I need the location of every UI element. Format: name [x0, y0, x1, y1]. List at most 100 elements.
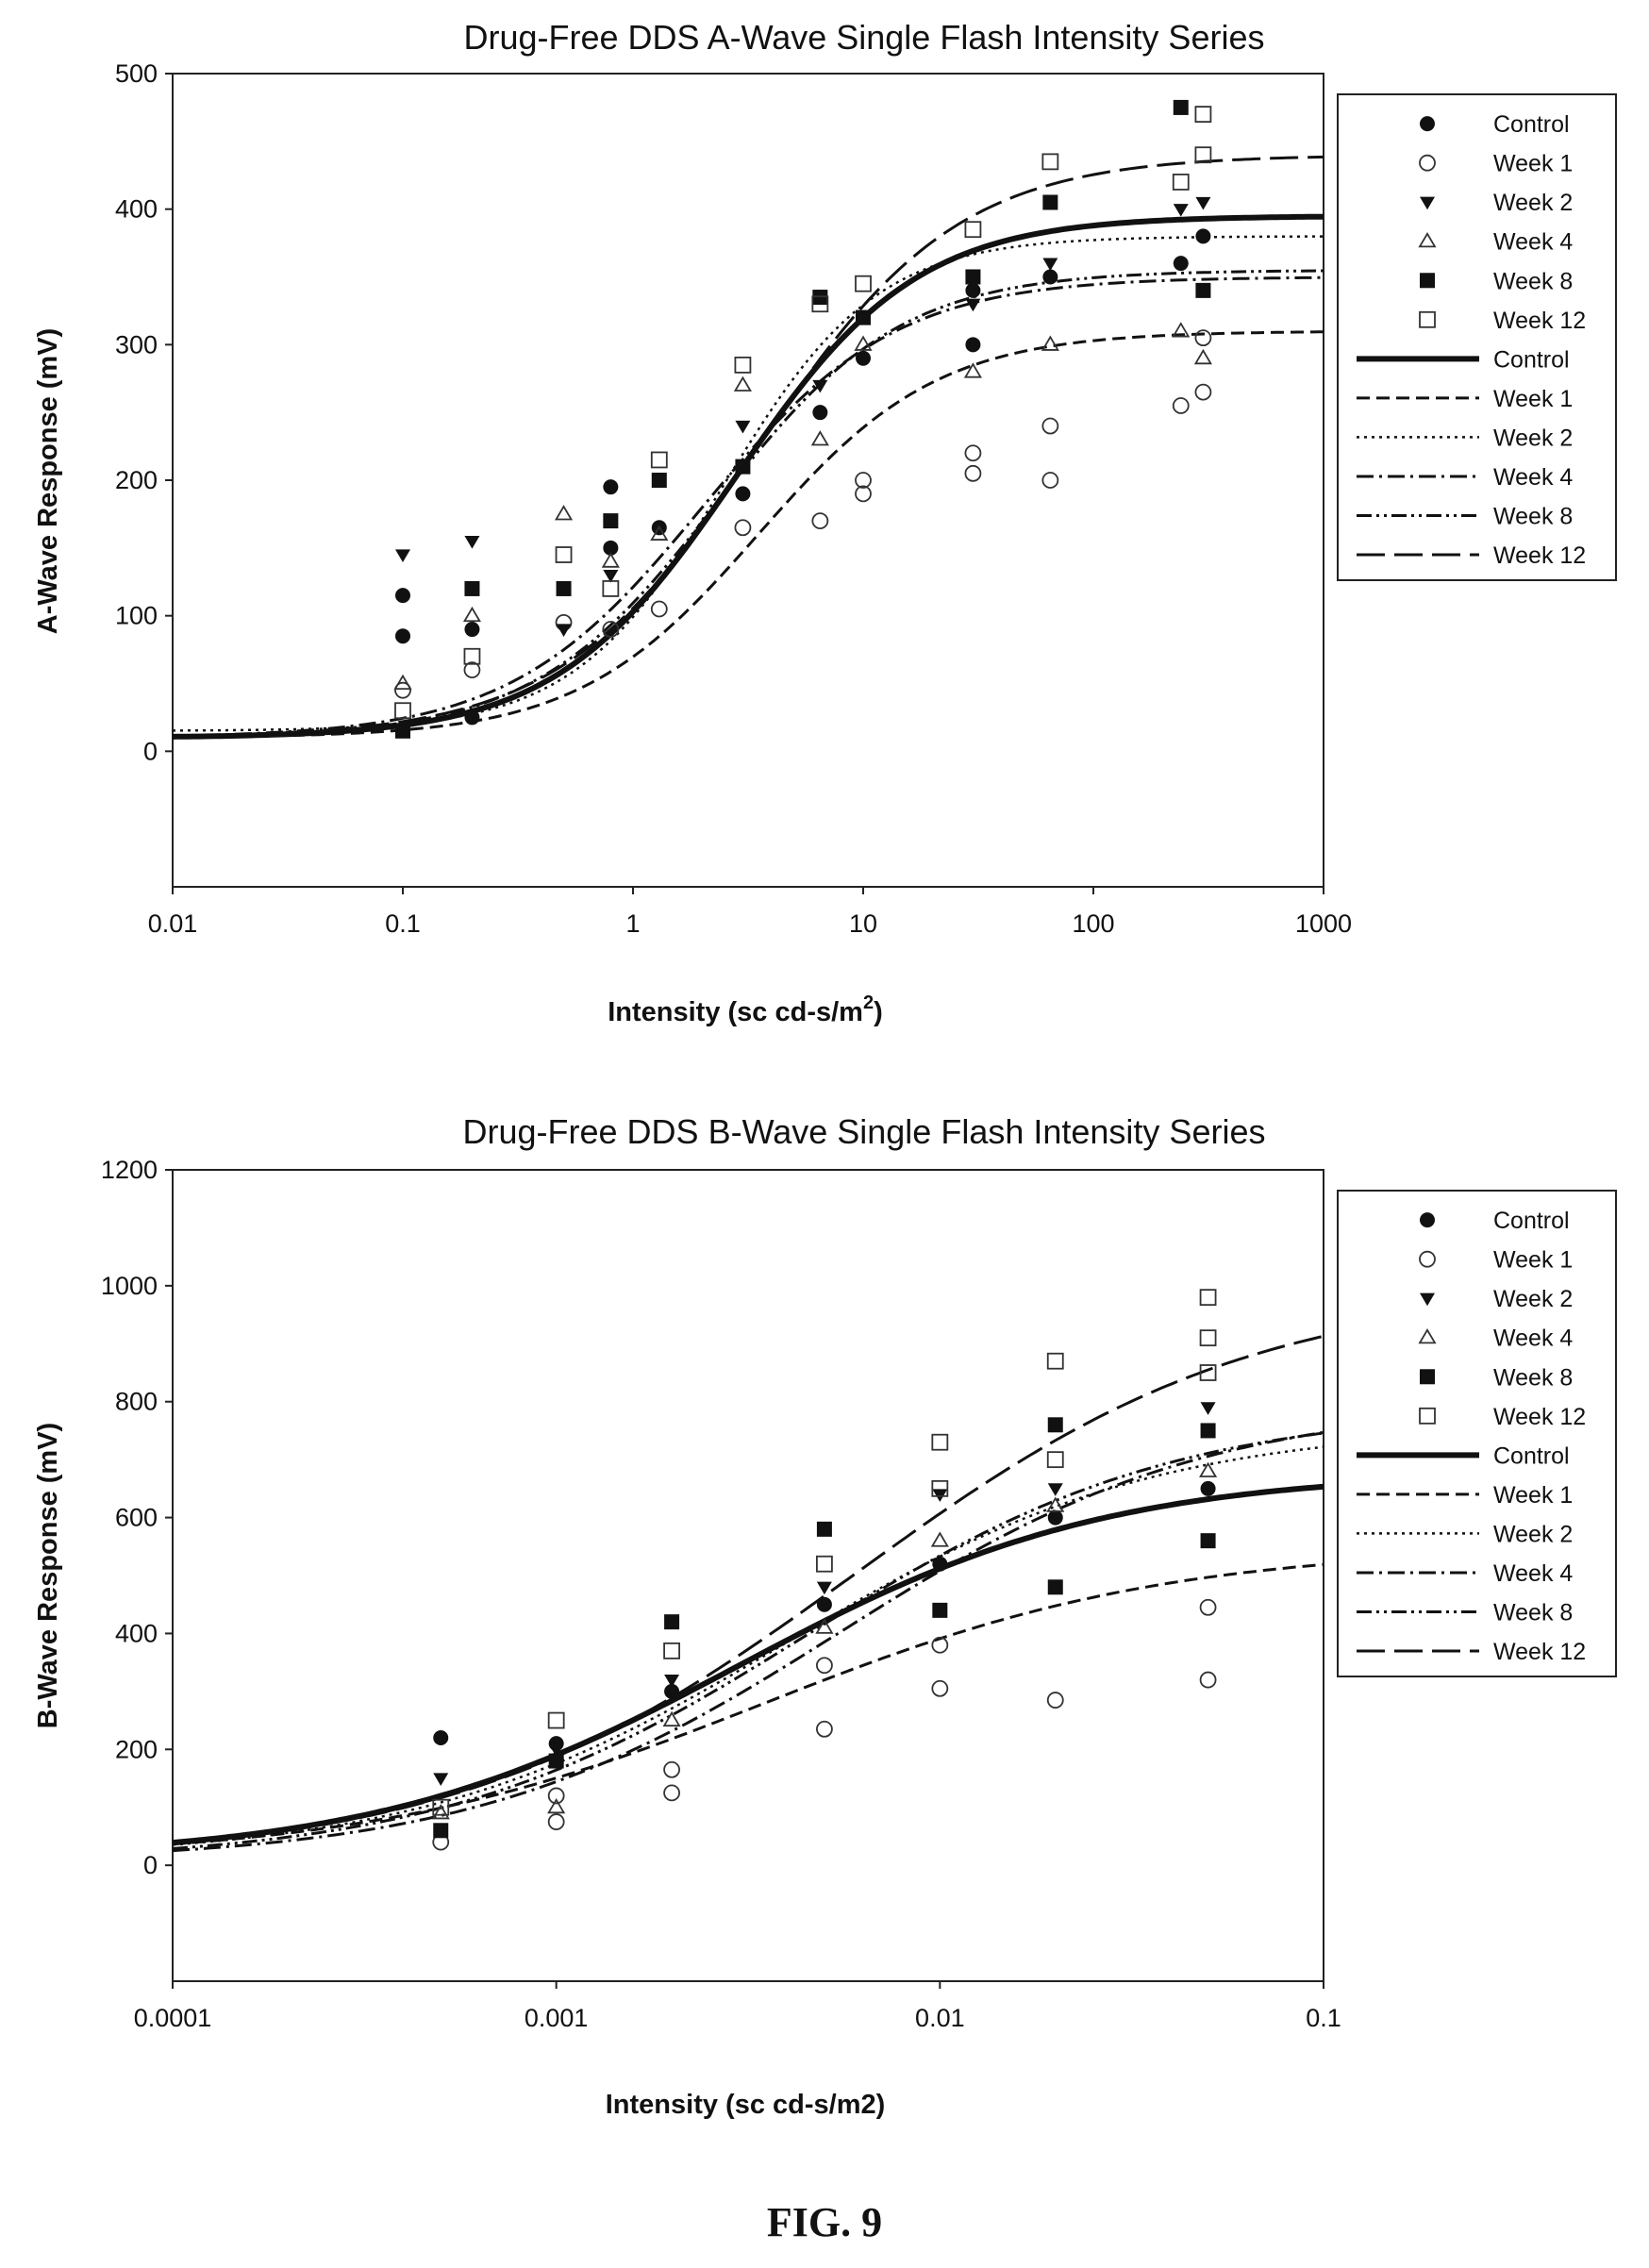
- y-tick-label: 200: [115, 466, 158, 494]
- x-tick-label: 1000: [1295, 909, 1352, 938]
- data-point-week-1: [734, 519, 752, 537]
- y-tick-label: 800: [115, 1388, 158, 1416]
- plot-area: [172, 1169, 1324, 1982]
- data-point-week-12: [816, 1555, 833, 1573]
- data-point-control: [1047, 1509, 1063, 1526]
- data-point-week-1: [547, 1813, 565, 1830]
- data-point-week-12: [811, 295, 829, 313]
- data-point-week-8: [816, 1521, 832, 1537]
- data-point-week-4: [547, 1797, 566, 1814]
- x-tick-label: 0.0001: [134, 2004, 212, 2032]
- y-tick-label: 0: [143, 1851, 158, 1879]
- data-point-week-12: [1046, 1352, 1064, 1370]
- data-point-control: [735, 486, 751, 502]
- legend-entry: Week 1: [1419, 1247, 1573, 1274]
- data-point-week-8: [1047, 1417, 1063, 1433]
- y-tick-label: 500: [115, 59, 158, 88]
- data-point-control: [1042, 269, 1058, 285]
- data-point-week-8: [556, 580, 572, 596]
- data-point-week-12: [1172, 174, 1190, 191]
- legend-label: Control: [1493, 1208, 1570, 1234]
- legend-label: Week 12: [1493, 1639, 1586, 1665]
- data-point-week-1: [816, 1720, 833, 1738]
- open-square-marker: [1419, 310, 1436, 328]
- data-point-week-4: [431, 1804, 450, 1820]
- legend: Control Week 1 Week 2 Week 4 Week 8 Week 12 Co…: [1337, 1190, 1617, 1677]
- data-point-week-4: [854, 335, 873, 351]
- data-point-week-12: [602, 580, 620, 597]
- data-point-week-2: [556, 624, 572, 638]
- x-tick-label: 100: [1072, 909, 1114, 938]
- data-points: [393, 99, 1212, 739]
- data-point-week-1: [964, 464, 982, 482]
- data-point-control: [812, 405, 828, 421]
- data-point-week-1: [1172, 397, 1190, 414]
- figure-label: FIG. 9: [767, 2199, 882, 2245]
- data-point-week-4: [810, 430, 829, 446]
- data-point-week-1: [650, 600, 668, 618]
- data-point-week-8: [1173, 99, 1189, 115]
- data-point-week-12: [663, 1642, 680, 1659]
- legend-entry: Week 8: [1357, 1599, 1573, 1626]
- filled-triangle-marker: [1420, 196, 1435, 210]
- legend-entry: Week 2: [1357, 1521, 1573, 1547]
- legend-label: Control: [1493, 346, 1570, 373]
- data-point-week-12: [855, 275, 872, 292]
- data-point-week-1: [1194, 329, 1212, 347]
- data-point-control: [1195, 228, 1211, 244]
- filled-triangle-marker: [1420, 1292, 1435, 1307]
- data-point-week-8: [664, 1614, 680, 1630]
- data-point-week-4: [662, 1710, 681, 1727]
- legend-entry: Week 12: [1419, 1404, 1586, 1430]
- data-point-week-2: [812, 379, 828, 393]
- legend-label: Week 1: [1493, 1482, 1573, 1509]
- y-tick-label: 1000: [101, 1272, 158, 1300]
- data-point-week-8: [856, 309, 871, 325]
- legend-entry: Week 1: [1357, 1482, 1573, 1509]
- fit-curves: [172, 1334, 1324, 1853]
- legend-entry: Week 8: [1357, 503, 1573, 529]
- data-points: [431, 1289, 1218, 1851]
- data-point-week-12: [1194, 146, 1212, 164]
- data-point-week-4: [815, 1618, 834, 1634]
- legend-label: Week 2: [1493, 190, 1573, 216]
- legend-label: Week 2: [1493, 425, 1573, 451]
- data-point-week-2: [1195, 196, 1211, 210]
- data-point-week-8: [433, 1823, 449, 1839]
- data-point-control: [1200, 1480, 1216, 1496]
- data-point-week-8: [1195, 282, 1211, 298]
- legend: Control Week 1 Week 2 Week 4 Week 8 Week 12 Co…: [1337, 93, 1617, 581]
- data-point-week-1: [931, 1679, 949, 1697]
- legend-entry: Week 1: [1419, 151, 1573, 177]
- y-axis-label: A-Wave Response (mV): [33, 328, 63, 634]
- data-point-week-4: [733, 375, 752, 392]
- data-point-week-4: [1041, 335, 1059, 351]
- y-tick-label: 200: [115, 1735, 158, 1763]
- data-point-week-2: [1200, 1402, 1216, 1415]
- data-point-week-4: [1172, 322, 1191, 338]
- plot-area: [172, 73, 1324, 888]
- data-point-week-12: [964, 221, 982, 239]
- data-point-week-8: [965, 269, 981, 285]
- legend-entry: Control: [1357, 1443, 1570, 1469]
- fit-curve-week-1: [173, 330, 1324, 739]
- data-point-week-8: [1042, 194, 1058, 210]
- data-point-week-4: [462, 606, 482, 623]
- chart-title: Drug-Free DDS A-Wave Single Flash Intens…: [464, 18, 1265, 57]
- legend-label: Week 4: [1493, 464, 1573, 491]
- data-point-control: [395, 588, 410, 604]
- legend-label: Control: [1493, 111, 1570, 138]
- open-triangle-marker: [1418, 1327, 1437, 1344]
- data-point-week-8: [1200, 1533, 1216, 1549]
- legend-entry: Control: [1357, 346, 1570, 373]
- data-point-week-2: [548, 1743, 564, 1758]
- x-tick-label: 0.1: [1306, 2004, 1341, 2032]
- fit-curve-week-8: [172, 269, 1324, 739]
- data-point-control: [965, 337, 981, 353]
- data-point-week-2: [816, 1581, 832, 1595]
- data-point-week-4: [393, 674, 412, 690]
- fit-curve-week-2: [172, 1445, 1324, 1846]
- data-point-control: [433, 1730, 449, 1745]
- data-point-week-8: [548, 1753, 564, 1769]
- y-tick-label: 400: [115, 195, 158, 224]
